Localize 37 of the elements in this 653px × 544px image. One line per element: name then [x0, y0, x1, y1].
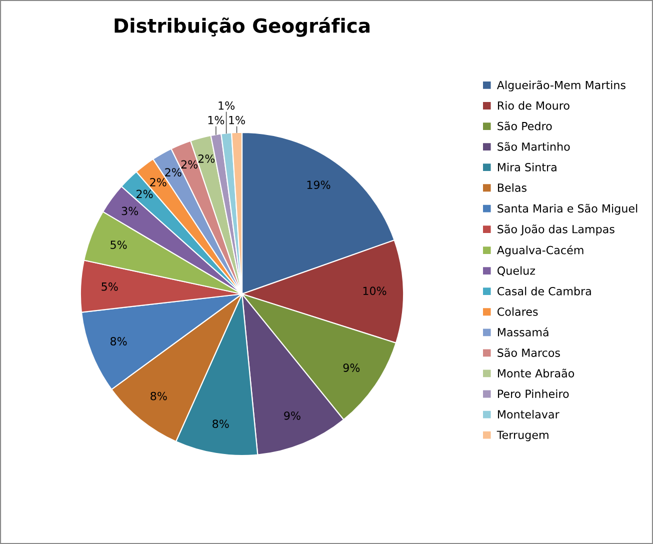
legend-label: Queluz — [498, 266, 535, 276]
data-label: 8% — [110, 337, 127, 346]
data-label: 1% — [229, 116, 245, 124]
legend-label: Massamá — [498, 327, 548, 336]
data-label: 10% — [363, 286, 386, 296]
data-label: 5% — [102, 282, 118, 291]
data-label: 2% — [198, 154, 215, 163]
data-label: 1% — [208, 116, 224, 124]
data-label: 1% — [218, 101, 235, 110]
data-label: 8% — [212, 420, 229, 428]
legend-label: São Marcos — [498, 348, 560, 357]
data-label: 2% — [150, 178, 166, 186]
legend-label: São Martinho — [498, 142, 570, 151]
chart-title: Distribuição Geográfica — [114, 17, 370, 37]
legend-label: Algueirão-Mem Martins — [496, 80, 626, 92]
legend-label: Colares — [498, 307, 538, 316]
data-label: 3% — [122, 206, 138, 216]
data-label: 9% — [343, 364, 360, 372]
legend-label: Pero Pinheiro — [498, 389, 569, 398]
legend-label: São João das Lampas — [498, 224, 614, 236]
data-label: 2% — [165, 168, 182, 176]
data-label: 2% — [136, 190, 153, 198]
data-label: 19% — [307, 180, 330, 190]
data-label: 2% — [181, 160, 198, 169]
legend-label: São Pedro — [498, 122, 552, 130]
data-label: 8% — [150, 392, 167, 400]
legend-label: Agualva-Cacém — [496, 245, 584, 256]
legend-label: Rio de Mouro — [498, 101, 570, 110]
legend-label: Terrugem — [496, 430, 548, 442]
data-label: 9% — [284, 411, 300, 420]
legend-label: Belas — [498, 183, 526, 192]
legend-label: Casal de Cambra — [498, 286, 591, 296]
data-label: 5% — [110, 240, 127, 249]
legend-label: Montelavar — [498, 410, 560, 419]
legend-label: Santa Maria e São Miguel — [498, 204, 638, 215]
legend-label: Monte Abraão — [498, 368, 574, 378]
legend-label: Mira Sintra — [498, 162, 556, 172]
